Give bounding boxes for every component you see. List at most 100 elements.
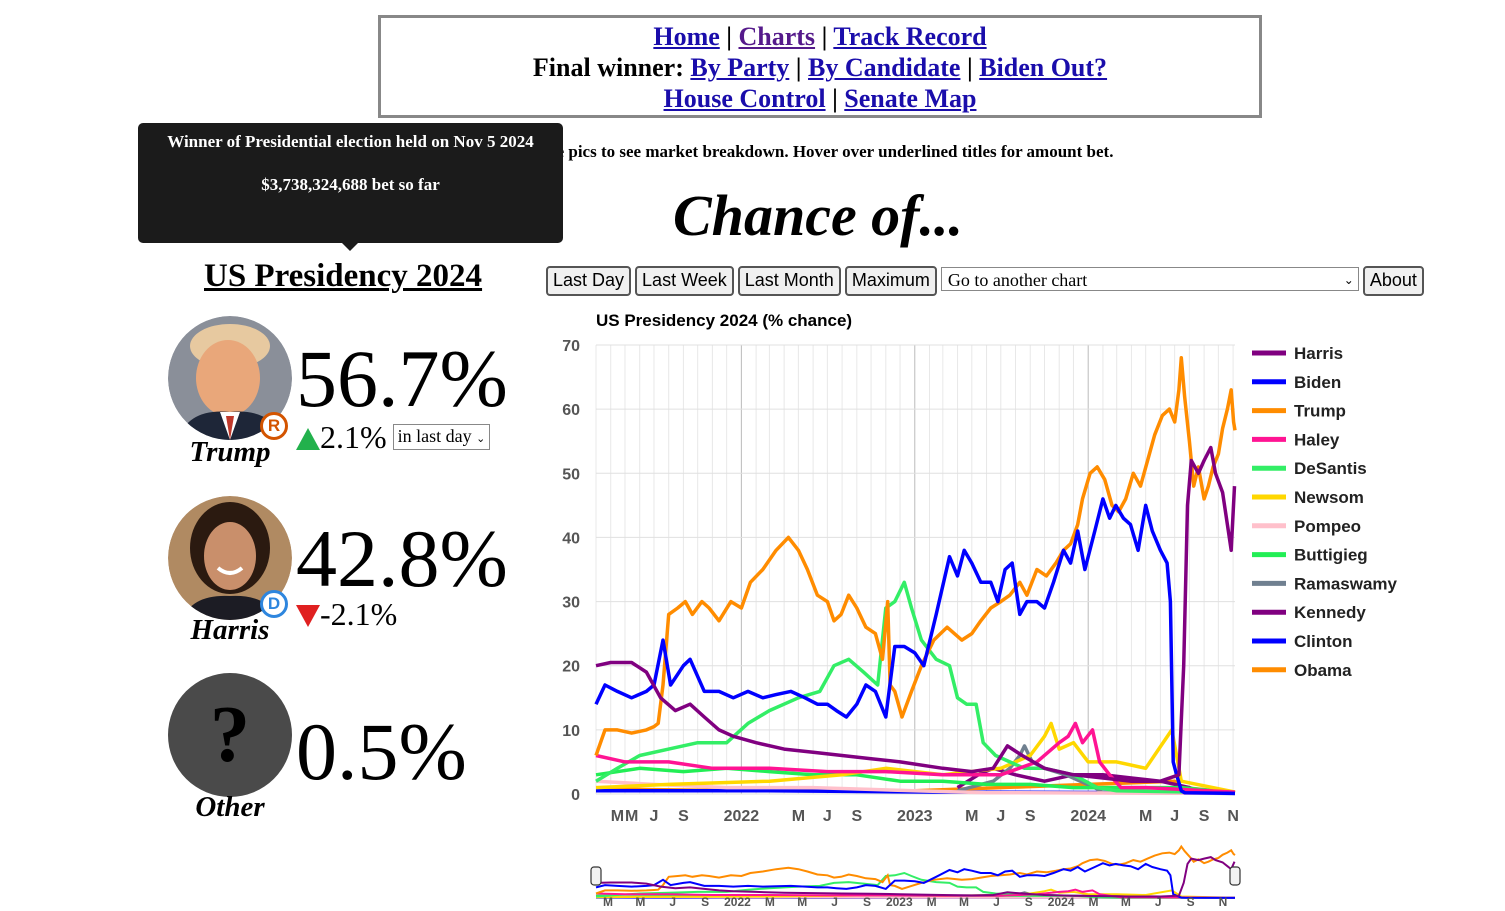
navigator-right-handle[interactable] (1229, 866, 1241, 886)
last-month-button[interactable]: Last Month (737, 266, 841, 296)
legend-label[interactable]: Trump (1294, 402, 1346, 421)
navigator-tick-label: M (927, 895, 937, 909)
series-line-biden (594, 497, 1236, 796)
avatar[interactable] (168, 496, 292, 620)
house-control-link[interactable]: House Control (663, 84, 826, 113)
up-arrow-icon (296, 428, 320, 450)
legend-label[interactable]: Obama (1294, 661, 1352, 680)
trump-photo-icon (168, 316, 292, 440)
y-tick-label: 40 (562, 530, 580, 547)
x-tick-label: S (851, 808, 862, 825)
home-link[interactable]: Home (653, 22, 720, 51)
x-tick-label: S (678, 808, 689, 825)
last-week-button[interactable]: Last Week (635, 266, 734, 296)
candidate-percent: 42.8% (296, 513, 508, 604)
series-line-trump (594, 356, 1237, 757)
nav-separator: | (795, 53, 802, 82)
republican-badge-icon: R (260, 412, 288, 440)
question-mark-icon: ? (210, 691, 250, 779)
candidate-trump: R Trump 56.7% 2.1% in last day ⌄ (168, 316, 548, 476)
navigator-tick-label: S (1025, 895, 1033, 909)
navigator-tick-label: 2024 (1048, 895, 1075, 909)
chevron-down-icon: ⌄ (1343, 273, 1354, 287)
nav-row-2: Final winner: By Party | By Candidate | … (381, 52, 1259, 83)
navigator-tick-label: 2023 (886, 895, 913, 909)
candidate-name: Other (195, 791, 265, 823)
navigator-tick-label: N (1219, 895, 1228, 909)
about-button[interactable]: About (1362, 266, 1424, 296)
legend-label[interactable]: Clinton (1294, 632, 1353, 651)
avatar[interactable] (168, 316, 292, 440)
candidate-name: Trump (189, 436, 271, 468)
x-tick-label: S (1199, 808, 1210, 825)
x-tick-label: J (1170, 808, 1179, 825)
by-party-link[interactable]: By Party (690, 53, 790, 82)
nav-separator: | (832, 84, 838, 113)
navigator-tick-label: M (797, 895, 807, 909)
avatar[interactable]: ? (168, 673, 292, 797)
candidate-other: ? Other 0.5% (168, 673, 548, 833)
x-tick-label: J (996, 808, 1005, 825)
legend-label[interactable]: Kennedy (1294, 603, 1366, 622)
democrat-badge-icon: D (260, 590, 288, 618)
chart-select-value: Go to another chart (947, 270, 1088, 290)
senate-map-link[interactable]: Senate Map (844, 84, 977, 113)
change-value: -2.1% (320, 596, 398, 632)
chevron-down-icon: ⌄ (476, 433, 486, 445)
down-arrow-icon (296, 605, 320, 627)
range-navigator[interactable]: M M J S 2022 M M J S 2023 M M J S 2024 M M J S N (590, 844, 1241, 910)
legend-label[interactable]: Ramaswamy (1294, 574, 1398, 593)
legend-label[interactable]: Buttigieg (1294, 546, 1368, 565)
page-title: Chance of... (673, 183, 963, 248)
y-tick-label: 60 (562, 402, 580, 419)
navigator-tick-label: M (635, 895, 645, 909)
navigator-tick-label: S (863, 895, 871, 909)
legend-label[interactable]: Haley (1294, 430, 1340, 449)
candidate-change: 2.1% in last day ⌄ (296, 419, 491, 456)
last-day-button[interactable]: Last Day (546, 266, 632, 296)
x-tick-label: M (1139, 808, 1152, 825)
by-candidate-link[interactable]: By Candidate (808, 53, 961, 82)
nav-box: Home | Charts | Track Record Final winne… (378, 15, 1262, 118)
market-title[interactable]: US Presidency 2024 (204, 258, 483, 294)
navigator-tick-label: J (669, 895, 676, 909)
chart-legend: Harris Biden Trump Haley DeSantis Newsom Pompe… (1252, 344, 1398, 680)
maximum-button[interactable]: Maximum (844, 266, 937, 296)
navigator-tick-label: J (993, 895, 1000, 909)
y-tick-label: 10 (562, 723, 580, 740)
legend-label[interactable]: Newsom (1294, 488, 1364, 507)
legend-label[interactable]: Biden (1294, 373, 1341, 392)
navigator-tick-label: S (1187, 895, 1195, 909)
navigator-tick-label: M (1121, 895, 1131, 909)
biden-out-link[interactable]: Biden Out? (979, 53, 1108, 82)
navigator-tick-label: M (959, 895, 969, 909)
x-tick-label: M (625, 808, 638, 825)
charts-link[interactable]: Charts (738, 22, 816, 51)
x-tick-label: S (1025, 808, 1036, 825)
chart-grid (595, 344, 1235, 795)
nav-separator: | (966, 53, 973, 82)
nav-separator: | (726, 22, 732, 51)
x-tick-label: N (1227, 808, 1239, 825)
y-tick-label: 70 (562, 338, 580, 355)
x-tick-label: J (650, 808, 659, 825)
candidate-percent: 0.5% (296, 706, 467, 797)
x-tick-label: 2023 (897, 808, 933, 825)
navigator-tick-label: M (1089, 895, 1099, 909)
chart-select[interactable]: Go to another chart ⌄ (940, 267, 1359, 291)
legend-label[interactable]: Harris (1294, 344, 1343, 363)
period-select[interactable]: in last day ⌄ (392, 424, 491, 450)
y-tick-label: 20 (562, 659, 580, 676)
y-tick-label: 50 (562, 466, 580, 483)
change-value: 2.1% (320, 419, 387, 455)
x-tick-label: M (611, 808, 624, 825)
track-record-link[interactable]: Track Record (833, 22, 987, 51)
y-tick-label: 30 (562, 595, 580, 612)
nav-row-1: Home | Charts | Track Record (381, 21, 1259, 52)
candidate-change: -2.1% (296, 596, 397, 633)
navigator-tick-label: J (1155, 895, 1162, 909)
legend-label[interactable]: Pompeo (1294, 517, 1361, 536)
navigator-left-handle[interactable] (590, 866, 602, 886)
legend-label[interactable]: DeSantis (1294, 459, 1367, 478)
presidency-chart[interactable]: US Presidency 2024 (% chance) 0 10 20 30 40 5… (552, 302, 1492, 911)
